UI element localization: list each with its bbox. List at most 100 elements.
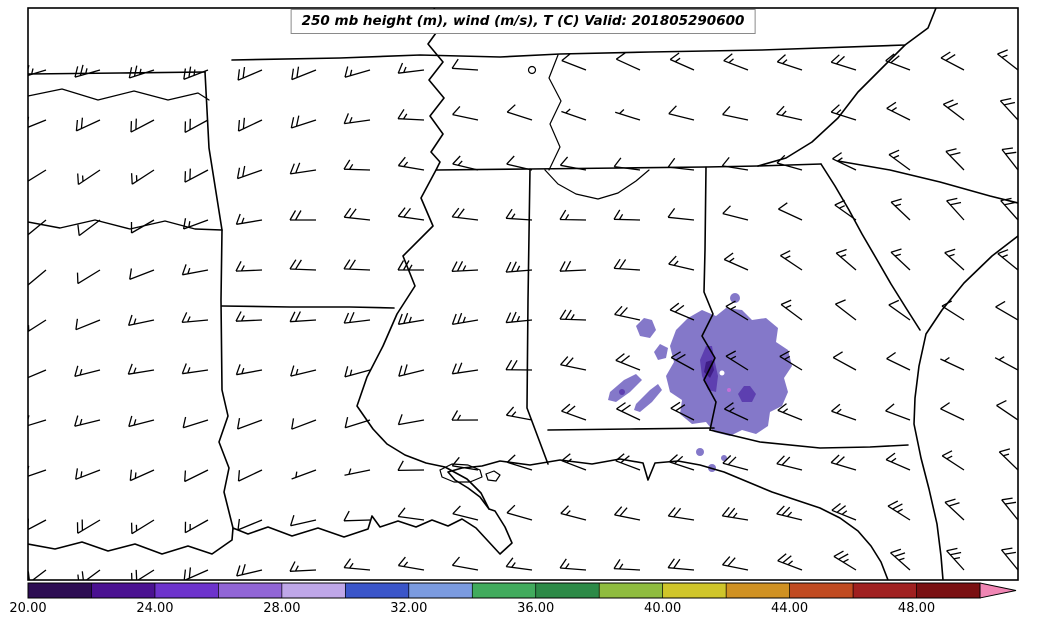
wind-barb-icon bbox=[1000, 547, 1018, 571]
wind-barb-icon bbox=[779, 350, 803, 371]
wind-barb-icon bbox=[343, 259, 371, 271]
tn-nc-border bbox=[757, 44, 906, 167]
wind-barb-icon bbox=[725, 300, 749, 321]
wind-barb-icon bbox=[505, 311, 533, 324]
streak-blob-1 bbox=[608, 374, 642, 402]
colorbar-segment bbox=[281, 582, 347, 599]
wind-barb-icon bbox=[614, 305, 641, 321]
small-blob-2 bbox=[654, 344, 668, 360]
lake-pontchartrain bbox=[439, 463, 483, 483]
wind-barb-icon bbox=[887, 500, 911, 521]
wind-barb-icon bbox=[184, 118, 209, 133]
wind-barb-icon bbox=[397, 207, 425, 221]
wind-barb-icon bbox=[941, 300, 965, 321]
wind-barb-icon bbox=[830, 54, 857, 71]
wind-barb-icon bbox=[397, 460, 425, 472]
al-fl-border bbox=[547, 427, 715, 431]
wind-barb-icon bbox=[343, 113, 371, 125]
wind-barb-icon bbox=[343, 207, 371, 221]
map-frame-border bbox=[27, 7, 1019, 581]
wind-barb-icon bbox=[670, 351, 695, 371]
colorbar-tick-label: 24.00 bbox=[136, 601, 174, 616]
wind-barb-icon bbox=[289, 561, 317, 572]
ms-al-border bbox=[526, 168, 549, 465]
colorbar-outline bbox=[27, 582, 981, 599]
streak-blob-2 bbox=[634, 384, 662, 412]
wind-barb-icon bbox=[74, 64, 101, 78]
inner-dark-spot bbox=[738, 386, 756, 402]
wind-barb-icon bbox=[668, 454, 695, 471]
wind-barb-icon bbox=[452, 505, 479, 521]
wind-barb-icon bbox=[830, 454, 857, 471]
wind-barb-icon bbox=[289, 259, 317, 271]
wind-barb-icon bbox=[291, 418, 317, 430]
lake-borgne bbox=[485, 470, 501, 482]
colorbar-segment bbox=[852, 582, 918, 599]
wind-barb-icon bbox=[1000, 197, 1018, 221]
wind-barb-icon bbox=[127, 314, 155, 327]
wind-barb-icon bbox=[561, 53, 587, 71]
wind-barb-icon bbox=[669, 52, 695, 71]
wind-barb-icon bbox=[885, 452, 911, 471]
gulf-coastline bbox=[28, 458, 889, 580]
wind-barb-icon bbox=[561, 453, 587, 471]
wind-barb-icon bbox=[397, 156, 425, 171]
wind-barb-icon bbox=[397, 507, 425, 521]
colorbar-segment bbox=[725, 582, 791, 599]
wind-barb-icon bbox=[559, 260, 587, 272]
wind-barb-icon bbox=[830, 104, 857, 121]
wind-barb-icon bbox=[776, 105, 803, 121]
wind-barb-icon bbox=[835, 299, 857, 321]
streak-dark-dot bbox=[619, 389, 625, 395]
colorbar-segment bbox=[91, 582, 156, 599]
wind-barb-icon bbox=[237, 67, 263, 81]
wind-barb-icon bbox=[28, 369, 47, 379]
wind-barb-icon bbox=[505, 557, 533, 571]
wind-barb-icon bbox=[235, 364, 263, 376]
mo-ar-border bbox=[28, 71, 206, 75]
colorbar-segment bbox=[408, 582, 474, 599]
colorbar-segment bbox=[344, 582, 410, 599]
wind-barb-icon bbox=[184, 519, 209, 534]
wind-barb-icon bbox=[76, 269, 101, 285]
wind-barb-icon bbox=[75, 318, 101, 331]
colorbar-tick-label: 20.00 bbox=[9, 601, 47, 616]
tn-ms-al-border bbox=[435, 165, 759, 171]
wind-barb-icon bbox=[505, 406, 533, 421]
wind-barb-icon bbox=[832, 351, 857, 371]
colorbar-segment bbox=[916, 582, 981, 599]
wind-barb-icon bbox=[289, 210, 316, 221]
ar-la-border bbox=[221, 305, 395, 309]
wind-barb-icon bbox=[28, 65, 47, 77]
wind-barb-icon bbox=[236, 564, 263, 577]
colorbar-tick-label: 28.00 bbox=[263, 601, 301, 616]
wind-barb-icon bbox=[452, 105, 479, 121]
wind-barb-icon bbox=[129, 469, 155, 482]
wind-barb-icon bbox=[885, 53, 911, 71]
wind-barb-icon bbox=[722, 105, 749, 121]
wind-barb-icon bbox=[614, 506, 641, 521]
wind-barb-icon bbox=[668, 255, 695, 271]
wind-barb-icon bbox=[128, 65, 155, 79]
wind-barb-icon bbox=[559, 209, 587, 221]
wind-barb-icon bbox=[776, 455, 803, 471]
wind-barb-icon bbox=[77, 219, 101, 237]
wind-barb-icon bbox=[506, 104, 533, 121]
wind-barb-icon bbox=[946, 197, 965, 221]
wind-barb-icon bbox=[397, 556, 425, 571]
wind-barb-icon bbox=[236, 165, 263, 180]
wind-barb-icon bbox=[941, 450, 965, 471]
wind-barb-icon bbox=[506, 155, 533, 171]
wind-barb-icon bbox=[940, 51, 965, 71]
colorbar-tick-label: 32.00 bbox=[390, 601, 428, 616]
wind-barb-icon bbox=[722, 556, 749, 571]
wind-barb-icon bbox=[944, 498, 965, 521]
wind-barb-icon bbox=[560, 505, 587, 521]
wind-barb-icon bbox=[506, 504, 533, 521]
tennessee-river-tennessee bbox=[548, 54, 562, 171]
colorbar-tick-label: 36.00 bbox=[517, 601, 555, 616]
wind-barb-icon bbox=[946, 547, 965, 571]
wind-barb-icon bbox=[77, 169, 101, 186]
wind-barb-icon bbox=[997, 49, 1018, 71]
